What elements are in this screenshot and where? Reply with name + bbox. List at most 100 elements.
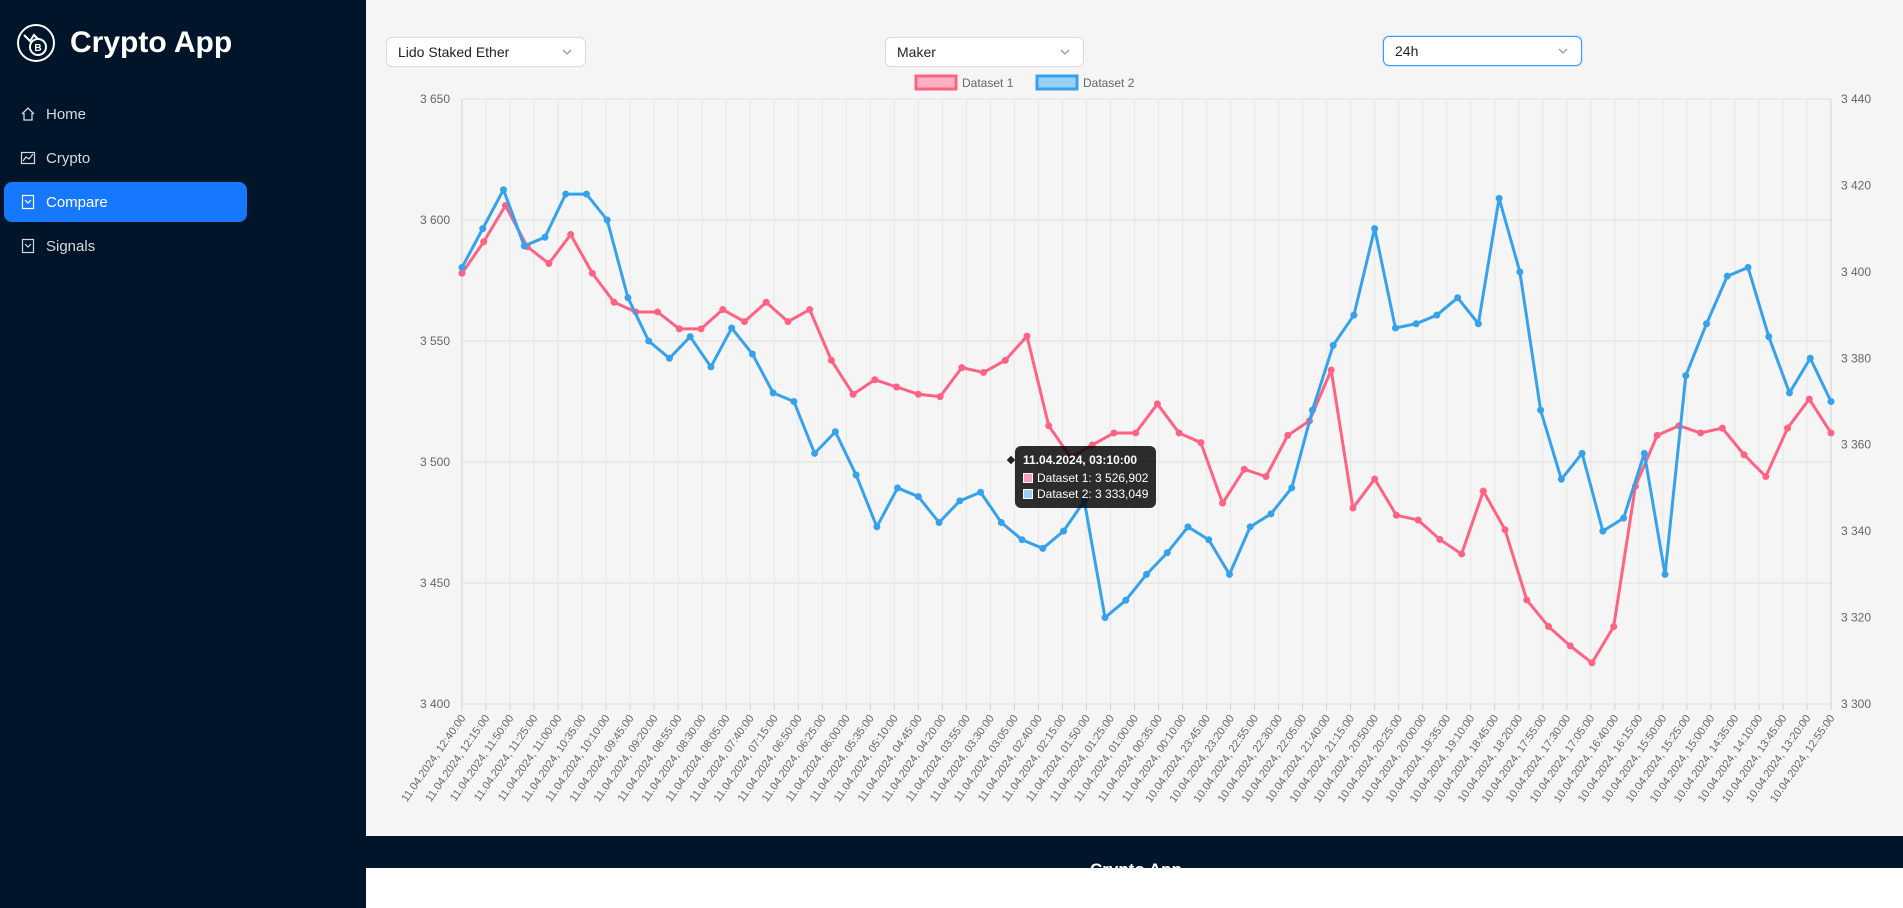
series-2-point: [977, 488, 985, 496]
series-2-point: [707, 363, 715, 371]
tooltip-title: 11.04.2024, 03:10:00: [1023, 453, 1138, 467]
series-1-point: [458, 269, 466, 277]
legend-swatch: [914, 74, 958, 91]
series-1-point: [545, 260, 553, 268]
series-1-point: [1197, 439, 1205, 447]
sidebar-nav: Home Crypto Compare Signals: [0, 90, 366, 270]
chart-tooltip: 11.04.2024, 03:10:00 Dataset 1: 3 526,90…: [1015, 446, 1157, 508]
sidebar-item-label: Home: [46, 105, 87, 123]
series-2-point: [1744, 264, 1752, 272]
series-2-point: [562, 190, 570, 198]
series-1-point: [1545, 623, 1553, 631]
series-1-point: [697, 325, 705, 333]
series-2-point: [1703, 320, 1711, 328]
series-2-point: [541, 233, 549, 241]
series-2-point: [1454, 294, 1462, 302]
series-2-point: [645, 337, 653, 345]
sidebar: B Crypto App Home Crypto Compare Signals: [0, 0, 366, 908]
series-2-point: [811, 449, 819, 457]
series-1-point: [980, 368, 988, 376]
series-2-point: [1267, 510, 1275, 518]
period-value: 24h: [1395, 43, 1419, 59]
sidebar-item-label: Compare: [46, 193, 108, 211]
series-1-point: [1458, 550, 1466, 558]
compare-icon: [21, 194, 35, 210]
y-right-tick-label: 3 380: [1841, 351, 1871, 365]
y-right-tick-label: 3 300: [1841, 697, 1871, 711]
asset1-select[interactable]: Lido Staked Ether: [386, 37, 586, 67]
chevron-down-icon: [1060, 49, 1070, 55]
app-title: Crypto App: [70, 26, 233, 59]
series-2-point: [1433, 311, 1441, 319]
period-select[interactable]: 24h: [1383, 36, 1582, 66]
series-2-point: [1329, 341, 1337, 349]
footer-overflow-area: [381, 868, 1801, 908]
series-2-point: [479, 225, 487, 233]
series-1-point: [806, 306, 814, 314]
series-2-point: [1412, 320, 1420, 328]
series-2-point: [499, 186, 507, 194]
y-left-tick-label: 3 600: [420, 213, 450, 227]
sidebar-item-crypto[interactable]: Crypto: [4, 138, 247, 178]
series-1-point: [1262, 473, 1270, 481]
series-2-point: [1640, 449, 1648, 457]
main-content: Lido Staked Ether Maker 24h 3 650 3 600 3 …: [366, 0, 1903, 836]
series-1-point: [1653, 431, 1661, 439]
series-1-point: [1784, 424, 1792, 432]
series-1-point: [1153, 400, 1161, 408]
tooltip-swatch-2: [1023, 489, 1033, 499]
series-1-point: [588, 269, 596, 277]
series-2-point: [1578, 449, 1586, 457]
series-2-point: [1205, 536, 1213, 544]
tooltip-line-2: Dataset 2: 3 333,049: [1037, 487, 1149, 501]
series-2-point: [520, 242, 528, 250]
series-2-point: [1682, 372, 1690, 380]
sidebar-item-compare[interactable]: Compare: [4, 182, 247, 222]
series-1-point: [1284, 431, 1292, 439]
tooltip-caret: [1006, 455, 1016, 465]
sidebar-item-label: Signals: [46, 237, 96, 255]
home-icon: [21, 107, 35, 121]
y-left-tick-label: 3 450: [420, 576, 450, 590]
series-1-point: [827, 356, 835, 364]
y-left-tick-label: 3 650: [420, 92, 450, 106]
series-1-point: [1132, 429, 1140, 437]
series-1-point: [675, 325, 683, 333]
series-2-point: [1288, 484, 1296, 492]
series-1-point: [1414, 516, 1422, 524]
series-2-point: [852, 471, 860, 479]
series-1-point: [1436, 535, 1444, 543]
series-2-point: [873, 523, 881, 531]
series-2-point: [1163, 549, 1171, 557]
brand[interactable]: B Crypto App: [16, 18, 232, 68]
sidebar-item-home[interactable]: Home: [4, 94, 247, 134]
legend-label: Dataset 1: [962, 76, 1014, 90]
asset1-value: Lido Staked Ether: [398, 44, 510, 60]
series-1-point: [1762, 473, 1770, 481]
series-1-point: [1110, 429, 1118, 437]
series-2-point: [603, 216, 611, 224]
series-2-point: [935, 519, 943, 526]
comparison-chart[interactable]: 3 650 3 600 3 550 3 500 3 450 3 400 3 440 3 420…: [366, 0, 1903, 836]
series-2-point: [1018, 536, 1026, 544]
y-right-tick-label: 3 360: [1841, 438, 1871, 452]
asset2-select[interactable]: Maker: [885, 37, 1084, 67]
y-right-tick-label: 3 400: [1841, 265, 1871, 279]
series-1-point: [1740, 451, 1748, 459]
series-2-point: [582, 190, 590, 198]
footer-bar: [366, 836, 1903, 868]
sidebar-item-signals[interactable]: Signals: [4, 226, 247, 266]
series-2-point: [458, 264, 466, 272]
tooltip-row-1: Dataset 1: 3 526,902: [1023, 470, 1148, 486]
series-1-point: [1175, 429, 1183, 437]
tooltip-swatch-1: [1023, 473, 1033, 483]
y-right-tick-label: 3 420: [1841, 178, 1871, 192]
series-1-point: [1327, 366, 1335, 374]
series-2-point: [1786, 389, 1794, 397]
series-1-point: [1371, 475, 1379, 483]
y-left-tick-label: 3 550: [420, 334, 450, 348]
series-2-point: [1557, 475, 1565, 483]
series-2-point: [1391, 324, 1399, 332]
sidebar-item-label: Crypto: [46, 149, 91, 167]
series-2-point: [728, 324, 736, 332]
